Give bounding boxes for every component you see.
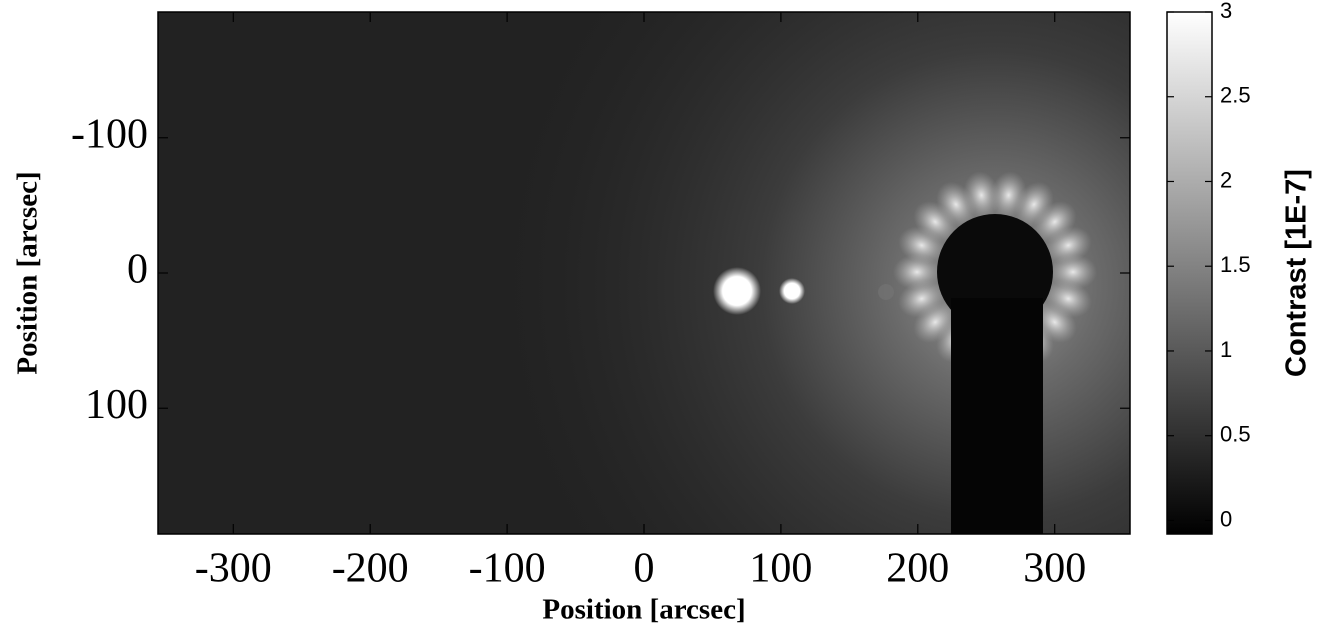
colorbar-tick-label: 1.5 <box>1220 252 1251 277</box>
x-tick-label: 100 <box>749 546 812 592</box>
y-tick-label: 0 <box>127 247 148 293</box>
colorbar-label: Contrast [1E-7] <box>1281 169 1313 377</box>
colorbar-tick-label: 0.5 <box>1220 422 1251 447</box>
colorbar <box>1167 12 1212 534</box>
spot <box>878 284 894 300</box>
page: Position [arcsec] Position [arcsec] Cont… <box>0 0 1318 628</box>
colorbar-tick-label: 1 <box>1220 337 1232 362</box>
x-tick-label: -100 <box>469 546 546 592</box>
colorbar-tick-label: 2.5 <box>1220 83 1251 108</box>
image <box>158 12 1130 534</box>
y-tick-label: -100 <box>71 111 148 157</box>
y-tick-label: 100 <box>85 382 148 428</box>
colorbar-tick-label: 0 <box>1220 506 1232 531</box>
x-tick-label: -300 <box>195 546 272 592</box>
x-axis-label: Position [arcsec] <box>542 594 745 626</box>
colorbar-tick-label: 2 <box>1220 167 1232 192</box>
colorbar-tick-label: 3 <box>1220 0 1232 23</box>
x-tick-label: 300 <box>1023 546 1086 592</box>
y-axis-label: Position [arcsec] <box>12 171 44 374</box>
chart: Position [arcsec] Position [arcsec] Cont… <box>0 0 1318 628</box>
x-tick-label: 200 <box>886 546 949 592</box>
mask <box>951 298 1043 534</box>
spot <box>779 278 805 304</box>
x-tick-label: -200 <box>332 546 409 592</box>
x-tick-label: 0 <box>634 546 655 592</box>
spot <box>713 267 761 315</box>
